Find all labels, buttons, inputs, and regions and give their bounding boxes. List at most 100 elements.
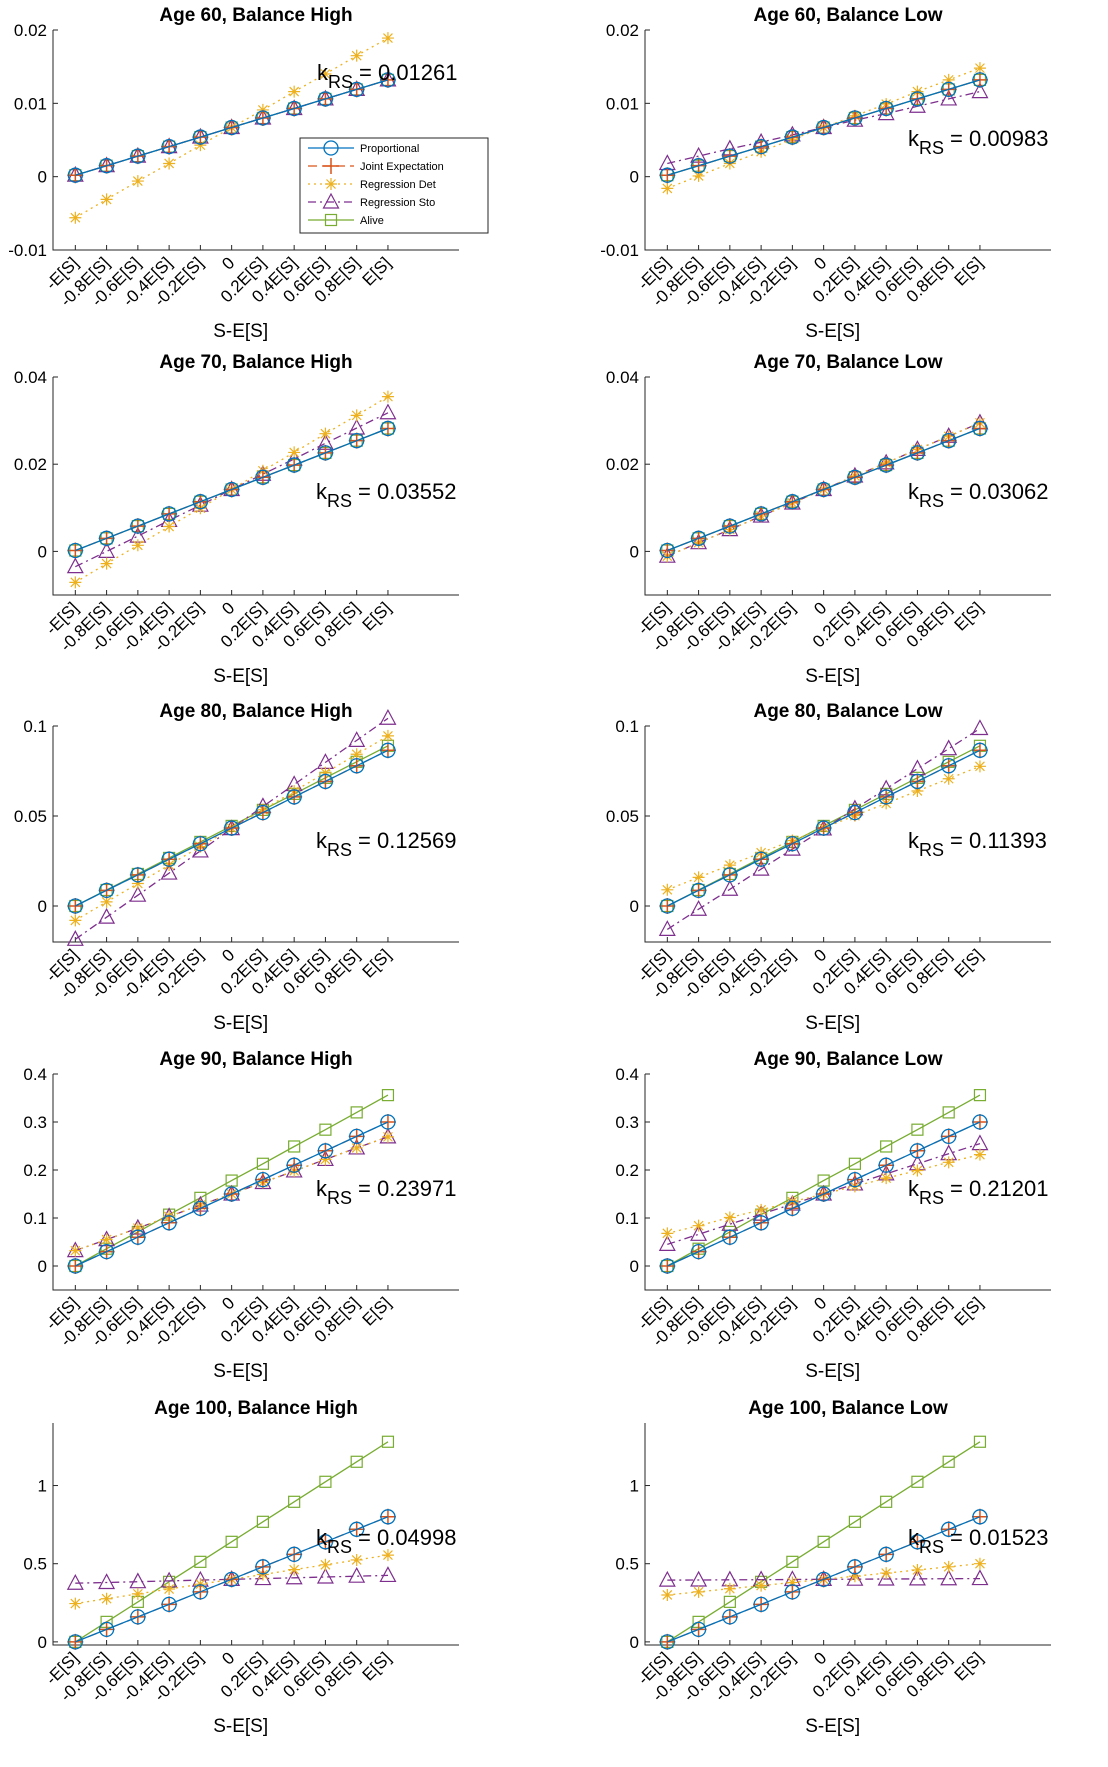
data-point: [723, 1211, 736, 1224]
data-point: [690, 530, 707, 546]
data-point: [753, 1215, 769, 1231]
data-point: [381, 1435, 395, 1448]
y-tick-label: 0.02: [14, 455, 47, 474]
data-point: [847, 1171, 863, 1188]
series-line: [666, 1441, 981, 1643]
data-point: [692, 1585, 705, 1598]
krs-annotation: kRS = 0.00983: [908, 126, 1049, 158]
data-point: [100, 557, 113, 570]
data-point: [911, 1563, 924, 1576]
data-point: [100, 193, 113, 206]
data-point: [784, 494, 801, 510]
y-tick-label: 1: [38, 1477, 47, 1496]
data-point: [285, 1568, 303, 1585]
y-tick-label: 0.2: [23, 1161, 47, 1180]
x-axis-label: S-E[S]: [213, 666, 268, 687]
data-point: [98, 1621, 115, 1638]
series-proportional: [659, 1114, 988, 1274]
data-point: [163, 1583, 176, 1596]
data-point: [255, 804, 271, 821]
x-tick-label: E[S]: [359, 1648, 395, 1684]
data-point: [192, 129, 209, 145]
data-point: [942, 1106, 955, 1119]
krs-subscript: RS: [327, 491, 352, 511]
data-point: [692, 871, 705, 884]
y-tick-label: 0.02: [606, 21, 639, 40]
x-tick-label: E[S]: [359, 1293, 395, 1329]
krs-value: = 0.21201: [950, 1176, 1048, 1201]
data-point: [223, 1186, 240, 1202]
data-point: [658, 1570, 676, 1587]
data-point: [973, 62, 986, 75]
krs-value: = 0.04998: [358, 1525, 456, 1550]
data-point: [848, 1515, 862, 1528]
data-point: [690, 1243, 707, 1260]
data-point: [379, 403, 397, 420]
data-point: [659, 1258, 675, 1274]
data-point: [317, 445, 334, 461]
data-point: [722, 148, 738, 164]
series-alive: [661, 1435, 987, 1648]
data-point: [878, 100, 894, 117]
series-proportional: [67, 1114, 396, 1274]
data-point: [131, 877, 144, 890]
y-tick-label: 0: [630, 1633, 639, 1652]
subplot-5: Age 80, Balance High00.050.1-E[S]-0.8E[S…: [14, 701, 459, 1034]
x-tick-label: 0: [218, 253, 238, 273]
data-point: [659, 542, 675, 559]
data-point: [131, 539, 144, 552]
data-point: [815, 820, 832, 836]
y-tick-label: 0.1: [615, 1209, 639, 1228]
data-point: [661, 1227, 674, 1240]
axes: [644, 1423, 1051, 1646]
data-point: [98, 1573, 116, 1590]
data-point: [66, 557, 84, 574]
data-point: [67, 167, 83, 183]
x-tick-label: E[S]: [359, 598, 395, 634]
data-point: [658, 920, 676, 936]
x-tick-label: 0: [810, 253, 830, 273]
data-point: [847, 469, 863, 485]
krs-symbol: k: [908, 1525, 920, 1550]
x-axis-label: S-E[S]: [213, 1013, 268, 1034]
data-point: [163, 520, 176, 533]
data-point: [256, 103, 269, 116]
data-point: [942, 1560, 955, 1573]
data-point: [659, 167, 675, 183]
data-point: [317, 1534, 334, 1550]
data-point: [815, 1186, 832, 1202]
legend-marker: [324, 213, 338, 227]
x-tick-label: E[S]: [951, 1293, 987, 1329]
y-tick-label: 0.01: [606, 94, 639, 113]
data-point: [98, 158, 115, 174]
krs-annotation: kRS = 0.11393: [908, 828, 1047, 860]
legend-label: Regression Sto: [360, 197, 435, 209]
data-point: [911, 1123, 924, 1136]
x-tick-label: E[S]: [951, 598, 987, 634]
axes: [644, 377, 1051, 596]
y-tick-label: 0.1: [23, 1209, 47, 1228]
y-tick-label: 0.4: [23, 1065, 47, 1084]
data-point: [942, 73, 955, 86]
data-point: [348, 1566, 366, 1583]
krs-subscript: RS: [327, 1537, 352, 1557]
subplot-title: Age 90, Balance Low: [753, 1049, 942, 1070]
data-point: [661, 883, 674, 896]
data-point: [753, 1596, 769, 1613]
x-axis-label: S-E[S]: [805, 1361, 860, 1382]
y-tick-label: -0.01: [600, 241, 639, 260]
series-line: [75, 79, 389, 176]
krs-annotation: kRS = 0.23971: [316, 1176, 457, 1208]
y-tick-label: 0.01: [14, 94, 47, 113]
series-line: [75, 749, 389, 907]
legend: Proportional Joint Expectation Regression …: [299, 137, 489, 234]
data-point: [846, 1569, 864, 1586]
subplot-3: Age 70, Balance High00.020.04-E[S]-0.8E[…: [14, 352, 459, 687]
krs-symbol: k: [317, 60, 329, 85]
data-point: [350, 1141, 363, 1154]
y-tick-label: 0: [630, 897, 639, 916]
krs-annotation: kRS = 0.01261: [317, 60, 458, 92]
data-point: [972, 72, 988, 88]
data-point: [690, 1621, 707, 1638]
